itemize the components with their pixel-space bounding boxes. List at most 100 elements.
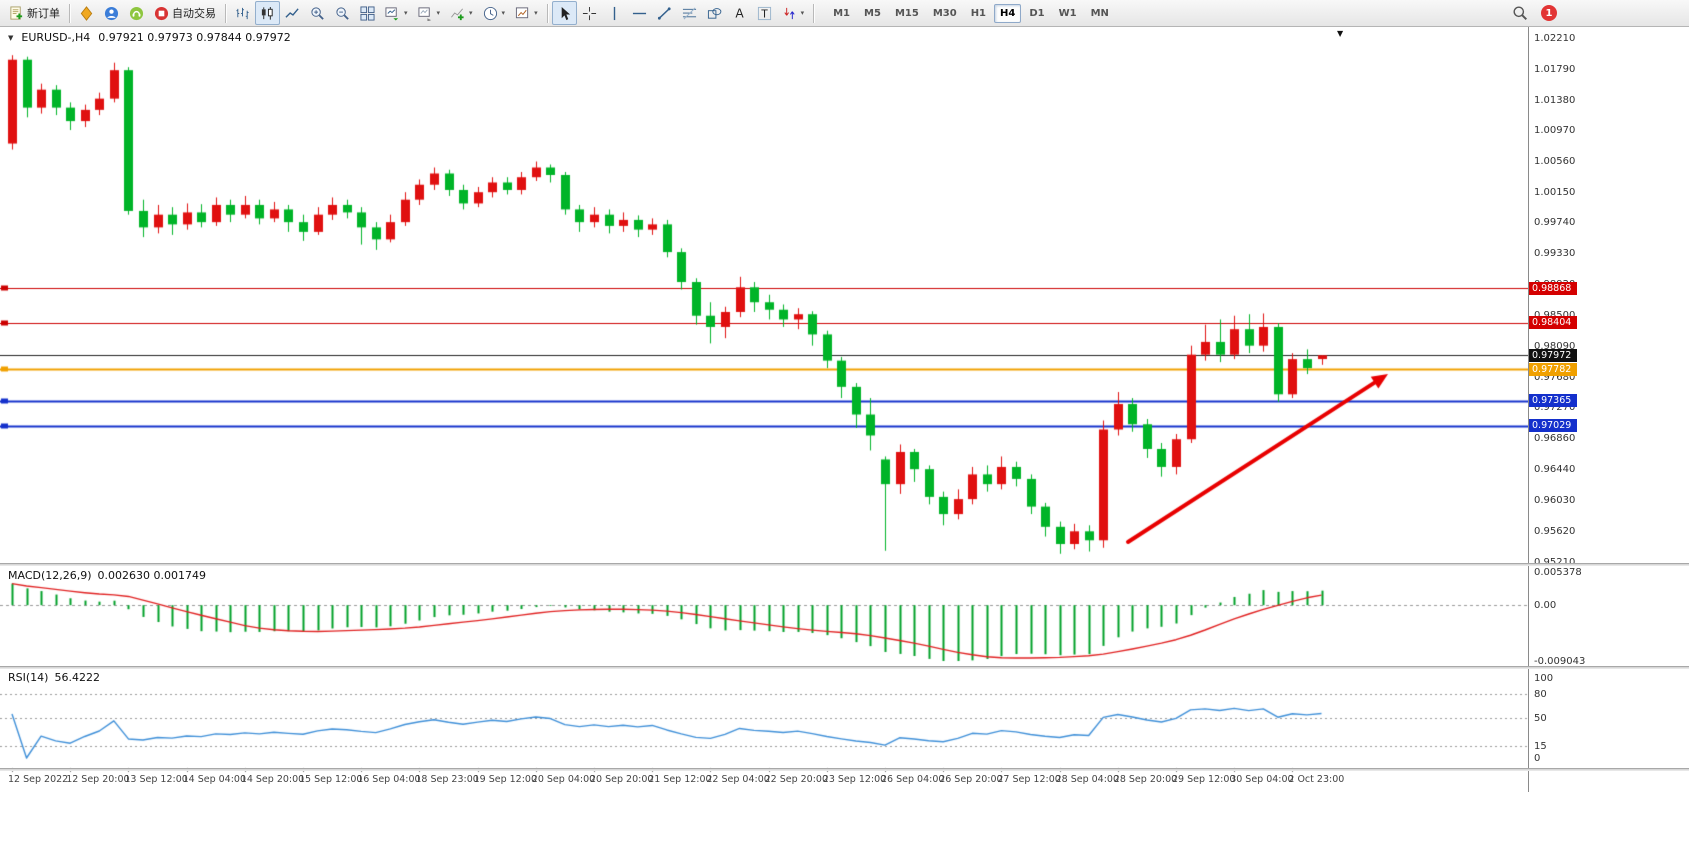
time-axis-label: 18 Sep 23:00 [415, 774, 479, 785]
zoom-out-icon [335, 6, 350, 21]
chart-shift-marker-icon[interactable]: ▼ [1337, 29, 1344, 38]
dropdown-chevron-icon: ▾ [501, 9, 506, 17]
arrows-icon [782, 6, 797, 21]
price-axis-label: 0.96030 [1534, 495, 1576, 507]
price-axis-label: 0.98500 [1534, 310, 1575, 321]
price-axis-label: 0.99330 [1534, 248, 1576, 260]
tile-windows-icon [360, 5, 375, 21]
time-axis-label: 20 Sep 04:00 [531, 774, 596, 785]
timeframe-button-h4[interactable]: H4 [994, 3, 1022, 23]
time-axis-label: 22 Sep 20:00 [764, 774, 829, 785]
price-axis-label: 0.96860 [1534, 432, 1576, 444]
shapes-button[interactable] [702, 1, 727, 25]
arrows-button[interactable]: ▾ [777, 1, 810, 25]
timeframe-button-m1[interactable]: M1 [833, 7, 851, 19]
fibonacci-button[interactable] [677, 1, 702, 25]
community-button[interactable] [99, 1, 124, 25]
cursor-icon [557, 6, 572, 21]
periods-button[interactable]: ▾ [478, 1, 511, 25]
crosshair-icon [582, 6, 597, 21]
trendline-button[interactable] [652, 1, 677, 25]
timeframe-button-m5[interactable]: M5 [864, 7, 881, 19]
price-badge: 0.97365 [1529, 394, 1577, 408]
new-order-icon [9, 5, 24, 21]
notification-badge[interactable]: 1 [1541, 5, 1557, 21]
zoom-in-icon [310, 6, 325, 21]
timeframe-button-mn[interactable]: MN [1090, 7, 1109, 19]
search-button[interactable] [1507, 1, 1533, 25]
timeframe-button-m15[interactable]: M15 [894, 7, 919, 19]
candle-chart-icon [260, 6, 275, 21]
toolbar-separator [69, 3, 70, 23]
dropdown-chevron-icon: ▾ [800, 9, 805, 17]
time-axis-label: 14 Sep 04:00 [182, 774, 247, 785]
text-button[interactable]: A [727, 1, 752, 25]
vertical-line-button[interactable] [602, 1, 627, 25]
macd-axis-label: 0.005378 [1534, 566, 1582, 578]
time-axis-label: 27 Sep 12:00 [997, 774, 1061, 785]
time-axis-label: 12 Sep 20:00 [66, 774, 130, 785]
time-axis-label: 26 Sep 04:00 [881, 774, 945, 785]
support-button[interactable] [124, 1, 149, 25]
symbol-period-label: EURUSD-,H4 [21, 31, 91, 44]
pane-splitter[interactable] [0, 768, 1689, 771]
zoom-out-button[interactable] [330, 1, 355, 25]
time-axis-label: 29 Sep 12:00 [1172, 774, 1236, 785]
search-icon [1512, 5, 1528, 21]
rsi-axis-label: 100 [1534, 672, 1554, 684]
chart-shift-button[interactable]: ▾ [413, 1, 446, 25]
price-badge: 0.97972 [1529, 348, 1577, 362]
line-chart-icon [285, 6, 300, 21]
templates-button[interactable]: ▾ [510, 1, 543, 25]
algo-trading-button[interactable]: 自动交易 [149, 1, 221, 25]
auto-scroll-button[interactable]: ▾ [380, 1, 413, 25]
time-axis-label: 28 Sep 04:00 [1055, 774, 1120, 785]
price-axis-label: 0.95210 [1534, 556, 1576, 568]
rsi-panel-label: RSI(14) 56.4222 [8, 671, 100, 684]
price-axis-label: 1.00150 [1534, 186, 1576, 198]
one-click-toggle-icon[interactable]: ▼ [8, 33, 14, 42]
macd-axis-label: 0.00 [1534, 599, 1557, 611]
clock-icon [483, 6, 498, 21]
time-axis-label: 2 Oct 23:00 [1288, 774, 1345, 785]
rsi-axis-label: 15 [1534, 740, 1547, 752]
chart-canvas[interactable] [0, 27, 1528, 792]
candle-chart-button[interactable] [255, 1, 280, 25]
dropdown-chevron-icon: ▾ [436, 9, 441, 17]
line-chart-button[interactable] [280, 1, 305, 25]
zoom-in-button[interactable] [305, 1, 330, 25]
price-badge: 0.98404 [1529, 316, 1577, 330]
price-axis-label: 0.97680 [1534, 371, 1576, 383]
macd-axis-label: -0.009043 [1534, 655, 1586, 667]
horizontal-line-button[interactable] [627, 1, 652, 25]
time-axis-label: 19 Sep 12:00 [473, 774, 538, 785]
horizontal-line-icon [632, 6, 647, 21]
time-axis-label: 12 Sep 2022 [8, 774, 69, 785]
time-axis-label: 30 Sep 04:00 [1230, 774, 1294, 785]
crosshair-button[interactable] [577, 1, 602, 25]
algo-trading-icon [154, 6, 169, 21]
macd-panel-label: MACD(12,26,9) 0.002630 0.001749 [8, 569, 206, 582]
cursor-button[interactable] [551, 1, 577, 25]
price-axis-label: 0.98090 [1534, 340, 1576, 352]
auto-scroll-icon [385, 6, 400, 21]
timeframe-button-w1[interactable]: W1 [1058, 7, 1077, 19]
time-axis-label: 21 Sep 12:00 [648, 774, 712, 785]
price-axis-label: 1.00970 [1534, 125, 1576, 137]
bar-chart-icon [235, 6, 250, 21]
timeframe-button-m30[interactable]: M30 [932, 7, 957, 19]
bar-chart-button[interactable] [230, 1, 255, 25]
pane-splitter[interactable] [0, 563, 1689, 566]
timeframe-button-h1[interactable]: H1 [970, 7, 987, 19]
tile-windows-button[interactable] [355, 1, 380, 25]
label-button[interactable]: T [752, 1, 777, 25]
toolbar-separator [225, 3, 226, 23]
market-button[interactable] [74, 1, 99, 25]
new-order-button[interactable]: 新订单 [4, 1, 65, 25]
price-axis-label: 1.01790 [1534, 63, 1576, 75]
indicators-button[interactable]: ▾ [445, 1, 478, 25]
timeframe-button-d1[interactable]: D1 [1029, 7, 1045, 19]
time-axis-label: 13 Sep 12:00 [124, 774, 188, 785]
price-axis-label: 1.00560 [1534, 156, 1576, 167]
pane-splitter[interactable] [0, 666, 1689, 669]
